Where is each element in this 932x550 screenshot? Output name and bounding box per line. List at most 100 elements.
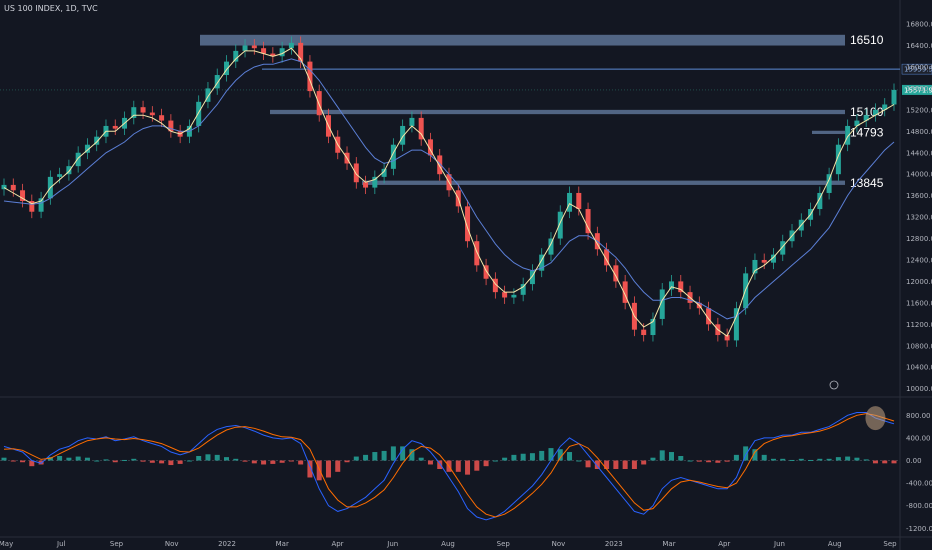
histogram-bar: [159, 460, 165, 464]
histogram-bar: [641, 460, 647, 465]
histogram-bar: [557, 449, 563, 461]
price-tick-label: 11600.00: [906, 299, 932, 307]
histogram-bar: [316, 460, 322, 481]
candle: [205, 88, 211, 102]
histogram-bar: [307, 460, 313, 478]
histogram-bar: [196, 456, 202, 461]
time-tick-label: 2022: [218, 540, 236, 548]
candle: [752, 259, 758, 274]
price-tick-label: 10000.00: [906, 385, 932, 393]
price-tick-label: 10800.00: [906, 342, 932, 350]
level-line-label: 15959.52: [904, 66, 932, 74]
candle: [854, 120, 860, 126]
candle: [465, 206, 471, 242]
candle: [650, 318, 656, 336]
candle: [770, 254, 776, 263]
histogram-bar: [427, 460, 433, 465]
macd-panel: [0, 406, 900, 521]
time-tick-label: Apr: [718, 540, 730, 548]
histogram-bar: [205, 454, 211, 461]
candle: [196, 101, 202, 126]
histogram-bar: [631, 460, 637, 469]
time-tick-label: Apr: [331, 540, 343, 548]
candle: [576, 192, 582, 210]
histogram-bar: [622, 460, 628, 469]
macd-tick-label: -400.00: [906, 480, 932, 488]
histogram-bar: [752, 449, 758, 461]
price-tick-label: 11200.00: [906, 321, 932, 329]
histogram-bar: [474, 460, 480, 471]
histogram-bar: [743, 446, 749, 461]
histogram-bar: [372, 452, 378, 461]
histogram-bar: [604, 460, 610, 469]
candle: [409, 117, 415, 126]
histogram-bar: [576, 460, 582, 462]
histogram-bar: [418, 457, 424, 461]
candle: [826, 174, 832, 193]
price-tick-label: 13600.00: [906, 192, 932, 200]
histogram-bar: [140, 460, 146, 462]
candle: [131, 107, 137, 118]
macd-tick-label: 400.00: [906, 434, 931, 442]
candle: [353, 163, 359, 183]
histogram-bar: [66, 457, 72, 461]
histogram-bar: [288, 460, 294, 462]
histogram-bar: [659, 450, 665, 461]
candle: [372, 176, 378, 188]
candle: [75, 152, 81, 167]
time-tick-label: Nov: [552, 540, 566, 548]
candle: [381, 168, 387, 177]
candle: [706, 308, 712, 325]
histogram-bar: [270, 460, 276, 464]
candle: [84, 144, 90, 153]
candle: [845, 125, 851, 145]
histogram-bar: [149, 460, 155, 463]
histogram-bar: [817, 458, 823, 461]
candle: [29, 201, 35, 212]
histogram-bar: [863, 459, 869, 461]
price-tick-label: 16800.00: [906, 21, 932, 29]
histogram-bar: [585, 460, 591, 468]
histogram-bar: [353, 456, 359, 461]
candle: [270, 53, 276, 57]
candle: [66, 166, 72, 175]
macd-tick-label: -800.00: [906, 502, 932, 510]
zone-16510: [200, 34, 845, 46]
histogram-bar: [835, 457, 841, 461]
candle: [483, 265, 489, 279]
histogram-bar: [409, 449, 415, 461]
candle: [168, 120, 174, 132]
last-price-tag: [902, 84, 932, 95]
histogram-bar: [678, 456, 684, 461]
macd-line: [3, 412, 895, 521]
histogram-bar: [706, 460, 712, 463]
candle: [400, 125, 406, 145]
histogram-bar: [168, 460, 174, 466]
price-tick-label: 14000.00: [906, 171, 932, 179]
candle: [279, 48, 285, 57]
highlight-circle: [865, 406, 886, 431]
price-tick-label: 16400.00: [906, 42, 932, 50]
time-tick-label: Mar: [276, 540, 289, 548]
zone-13845: [362, 180, 845, 185]
histogram-bar: [789, 459, 795, 461]
candle: [882, 104, 888, 110]
time-tick-label: Jun: [773, 540, 785, 548]
histogram-bar: [335, 460, 341, 472]
ema-fast-line: [3, 47, 895, 337]
price-tick-label: 12000.00: [906, 278, 932, 286]
histogram-bar: [381, 450, 387, 461]
histogram-bar: [845, 456, 851, 461]
histogram-bar: [696, 460, 702, 462]
candle: [94, 136, 100, 145]
ema-slow-line: [3, 58, 895, 320]
price-tick-label: 16000.00: [906, 63, 932, 71]
candle: [149, 112, 155, 116]
candle: [817, 192, 823, 210]
histogram-bar: [112, 460, 118, 463]
histogram-bar: [455, 460, 461, 472]
candle: [529, 270, 535, 285]
lightning-icon[interactable]: [829, 380, 839, 390]
time-tick-label: Jun: [386, 540, 398, 548]
